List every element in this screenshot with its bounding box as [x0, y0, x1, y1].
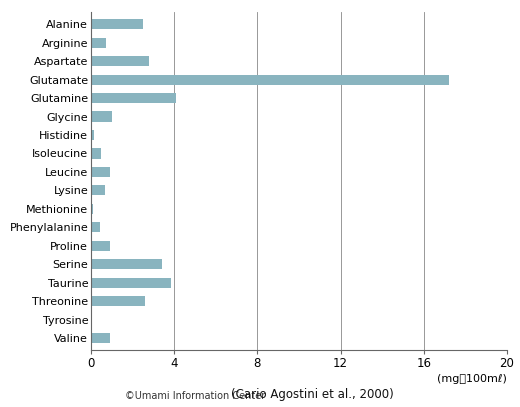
Bar [91, 167, 110, 177]
Bar [91, 112, 112, 122]
Bar [91, 93, 176, 103]
Bar [91, 204, 94, 214]
Bar [91, 56, 149, 66]
Bar [91, 296, 145, 306]
Bar [91, 185, 105, 195]
Bar [91, 37, 106, 48]
Bar [91, 19, 143, 29]
Text: (Cario Agostini et al., 2000): (Cario Agostini et al., 2000) [231, 388, 394, 401]
Bar [91, 259, 162, 269]
Bar [91, 278, 171, 288]
Bar [91, 333, 110, 343]
Bar [91, 130, 94, 140]
Bar [91, 74, 449, 85]
Text: ©Umami Information Center: ©Umami Information Center [125, 391, 265, 401]
Text: (mg／100mℓ): (mg／100mℓ) [437, 374, 507, 384]
Bar [91, 241, 110, 251]
Bar [91, 148, 101, 158]
Bar [91, 222, 100, 232]
